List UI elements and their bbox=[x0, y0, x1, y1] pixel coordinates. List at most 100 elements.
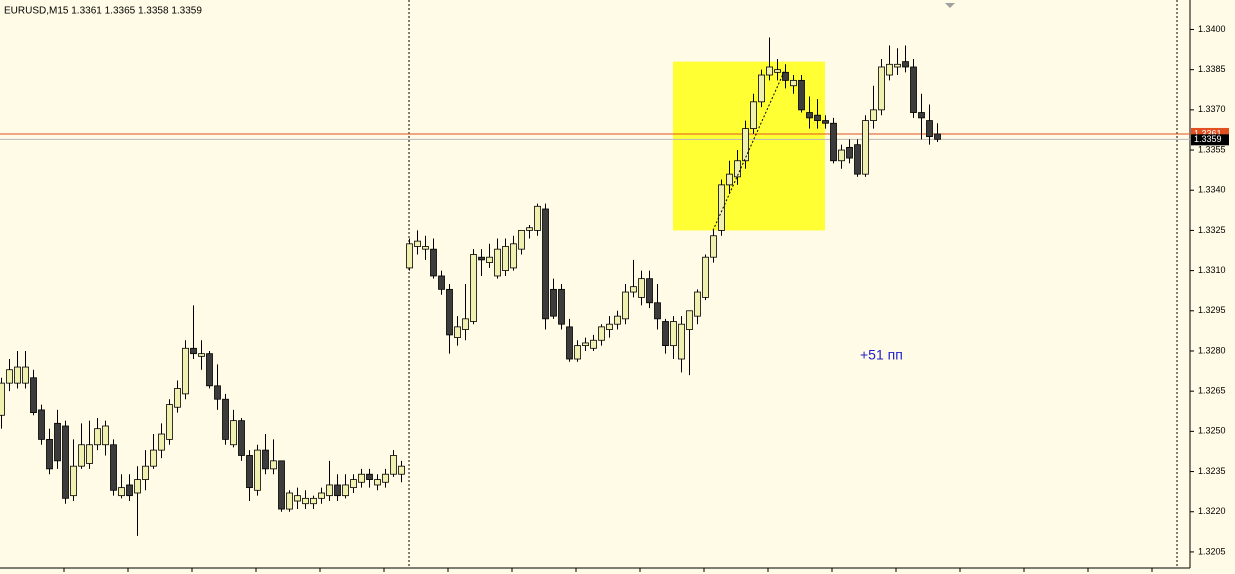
chart-title: EURUSD,M15 1.3361 1.3365 1.3358 1.3359 bbox=[4, 6, 202, 17]
y-tick-label: 1.3325 bbox=[1198, 225, 1226, 235]
y-tick-label: 1.3265 bbox=[1198, 386, 1226, 396]
candle-body bbox=[6, 369, 13, 384]
candle-body bbox=[310, 497, 317, 505]
candle-body bbox=[390, 455, 397, 475]
candle-body bbox=[814, 114, 821, 121]
candle-body bbox=[654, 302, 661, 320]
y-tick-label: 1.3310 bbox=[1198, 265, 1226, 275]
candle-body bbox=[238, 420, 245, 456]
candle-body bbox=[798, 79, 805, 111]
ask-box bbox=[1191, 127, 1229, 139]
candle-body bbox=[462, 318, 469, 330]
candle-body bbox=[590, 339, 597, 349]
candle-body bbox=[846, 146, 853, 159]
candle-body bbox=[350, 479, 357, 489]
candle-body bbox=[182, 347, 189, 395]
candle-body bbox=[22, 366, 29, 384]
candle-body bbox=[142, 465, 149, 480]
candle-body bbox=[830, 122, 837, 162]
candle-body bbox=[174, 388, 181, 408]
candle-body bbox=[726, 173, 733, 186]
candle-body bbox=[710, 235, 717, 258]
ask-label: 1.3361 bbox=[1194, 128, 1222, 138]
candle-body bbox=[686, 310, 693, 330]
candle-body bbox=[54, 422, 61, 462]
candle-body bbox=[0, 382, 5, 416]
candle-body bbox=[318, 492, 325, 499]
candle-body bbox=[606, 323, 613, 330]
candle-body bbox=[254, 449, 261, 491]
y-tick-label: 1.3370 bbox=[1198, 104, 1226, 114]
candle-body bbox=[790, 79, 797, 87]
candle-body bbox=[734, 160, 741, 178]
candle-body bbox=[542, 208, 549, 320]
candle-body bbox=[198, 353, 205, 357]
candle-body bbox=[502, 246, 509, 272]
candle-body bbox=[342, 484, 349, 497]
candle-body bbox=[102, 425, 109, 446]
candle-body bbox=[494, 248, 501, 277]
candle-body bbox=[878, 66, 885, 111]
candle-body bbox=[262, 449, 269, 470]
candle-body bbox=[550, 288, 557, 317]
candle-body bbox=[758, 74, 765, 103]
candle-body bbox=[694, 291, 701, 317]
candle-body bbox=[454, 326, 461, 338]
candle-body bbox=[534, 205, 541, 231]
candle-body bbox=[774, 69, 781, 73]
candle-body bbox=[662, 321, 669, 347]
candle-body bbox=[246, 455, 253, 489]
candle-body bbox=[438, 275, 445, 290]
candle-body bbox=[574, 345, 581, 360]
candle-body bbox=[558, 288, 565, 325]
candle-body bbox=[38, 409, 45, 440]
candle-body bbox=[630, 286, 637, 293]
candle-body bbox=[718, 184, 725, 231]
candle-body bbox=[614, 315, 621, 325]
candle-body bbox=[30, 377, 37, 414]
y-tick-label: 1.3385 bbox=[1198, 64, 1226, 74]
candle-body bbox=[598, 326, 605, 341]
candle-body bbox=[278, 460, 285, 510]
candle-body bbox=[214, 385, 221, 400]
candle-body bbox=[510, 243, 517, 269]
candle-body bbox=[86, 444, 93, 464]
candle-body bbox=[782, 71, 789, 81]
candle-body bbox=[638, 278, 645, 298]
candle-body bbox=[14, 366, 21, 384]
candle-body bbox=[62, 425, 69, 499]
candle-body bbox=[366, 473, 373, 480]
candle-body bbox=[270, 460, 277, 470]
candle-body bbox=[862, 120, 869, 175]
candle-body bbox=[486, 256, 493, 263]
candle-body bbox=[110, 444, 117, 491]
candle-body bbox=[206, 353, 213, 387]
candle-body bbox=[286, 492, 293, 510]
candle-body bbox=[222, 398, 229, 440]
candle-body bbox=[742, 128, 749, 162]
candle-body bbox=[374, 479, 381, 486]
candle-body bbox=[622, 291, 629, 320]
candle-body bbox=[158, 433, 165, 451]
candle-body bbox=[70, 465, 77, 497]
y-tick-label: 1.3340 bbox=[1198, 185, 1226, 195]
candle-body bbox=[166, 404, 173, 440]
candle-body bbox=[470, 254, 477, 322]
candle-body bbox=[422, 246, 429, 250]
candle-body bbox=[670, 321, 677, 347]
y-tick-label: 1.3355 bbox=[1198, 144, 1226, 154]
candle-body bbox=[478, 256, 485, 261]
candle-body bbox=[382, 473, 389, 483]
candle-body bbox=[766, 66, 773, 76]
candle-body bbox=[838, 149, 845, 162]
bid-box bbox=[1191, 134, 1229, 146]
candle-body bbox=[334, 484, 341, 497]
shift-marker bbox=[945, 3, 955, 8]
candle-body bbox=[918, 112, 925, 119]
candle-body bbox=[326, 484, 333, 497]
candle-body bbox=[302, 497, 309, 505]
candle-body bbox=[582, 342, 589, 347]
candle-body bbox=[886, 63, 893, 76]
